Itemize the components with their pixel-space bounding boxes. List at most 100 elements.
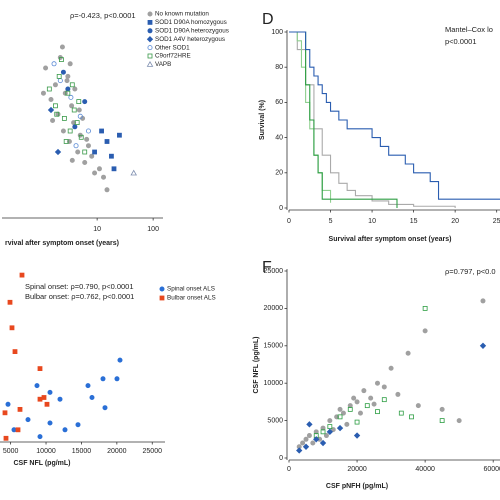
x-axis-label: CSF NFL (pg/mL) — [13, 460, 70, 467]
marker — [327, 424, 333, 429]
marker — [60, 128, 66, 134]
x-tick-label: 0 — [287, 466, 291, 473]
x-tick-label: 15000 — [72, 448, 92, 455]
marker — [375, 409, 380, 415]
marker — [409, 414, 414, 420]
marker — [479, 342, 487, 349]
x-tick-label: 25000 — [143, 448, 163, 455]
marker — [310, 440, 316, 446]
marker — [398, 410, 404, 416]
y-axis-label: Survival (%) — [259, 100, 266, 140]
marker — [57, 396, 63, 402]
marker — [63, 139, 69, 144]
legend-marker — [146, 36, 154, 43]
marker — [65, 86, 71, 92]
marker — [73, 143, 79, 149]
marker — [75, 149, 81, 155]
marker — [415, 403, 421, 409]
marker — [456, 418, 462, 424]
marker — [69, 103, 75, 109]
legend-label: Other SOD1 — [155, 44, 190, 51]
marker — [40, 90, 46, 96]
marker — [76, 99, 82, 104]
x-axis-label: rvival after symptom onset (years) — [5, 240, 119, 247]
y-tick-label: 25000 — [264, 268, 284, 275]
marker — [117, 132, 122, 138]
marker — [53, 103, 58, 109]
marker — [347, 406, 353, 412]
marker — [54, 111, 60, 117]
marker — [381, 384, 387, 390]
panel-letter: F — [262, 259, 272, 276]
marker — [117, 357, 123, 363]
marker — [354, 419, 360, 425]
marker — [78, 134, 84, 140]
annotation: Bulbar onset: ρ=0.762, p<0.0001 — [25, 292, 134, 301]
marker — [74, 120, 80, 125]
marker — [37, 366, 43, 372]
marker — [340, 410, 346, 416]
marker — [337, 406, 343, 412]
annotation: Mantel–Cox lo — [445, 25, 493, 34]
marker — [109, 153, 114, 159]
x-tick-label: 5000 — [3, 448, 19, 455]
marker — [300, 440, 306, 446]
marker — [104, 187, 110, 193]
marker — [64, 78, 70, 84]
marker — [5, 401, 11, 407]
legend-marker — [146, 60, 154, 67]
marker — [3, 435, 9, 441]
marker — [71, 107, 77, 113]
marker — [62, 90, 68, 96]
marker — [67, 61, 73, 67]
marker — [374, 380, 380, 386]
marker — [337, 414, 343, 420]
marker — [85, 128, 91, 134]
marker — [82, 149, 88, 155]
legend-label: SOD1 D90A homozygous — [155, 19, 227, 26]
marker — [65, 90, 71, 96]
marker — [17, 406, 23, 412]
x-tick-label: 10000 — [36, 448, 56, 455]
marker — [48, 97, 54, 103]
marker — [76, 107, 82, 113]
annotation: Spinal onset: ρ=0.790, p<0.0001 — [25, 282, 134, 291]
marker — [357, 410, 363, 416]
marker — [89, 153, 95, 159]
marker — [92, 149, 97, 155]
marker — [353, 432, 361, 439]
marker — [92, 170, 98, 176]
marker — [361, 388, 367, 394]
marker — [336, 424, 344, 432]
y-tick-label: 0 — [279, 205, 283, 212]
marker — [302, 443, 310, 450]
x-axis-label: CSF pNFH (pg/mL) — [326, 483, 388, 490]
marker — [102, 405, 108, 411]
marker — [52, 82, 58, 88]
y-tick-label: 0 — [279, 455, 283, 462]
marker — [99, 128, 104, 134]
legend-marker — [147, 19, 153, 25]
marker — [320, 429, 326, 435]
y-tick-label: 100 — [271, 29, 283, 36]
marker — [381, 397, 387, 403]
annotation: ρ=0.797, p<0.0 — [445, 267, 496, 276]
marker — [319, 439, 327, 447]
marker — [67, 128, 73, 134]
marker — [9, 325, 15, 331]
legend-marker — [147, 11, 153, 17]
marker — [15, 427, 21, 433]
legend-label: SOD1 D90A heterozygous — [155, 27, 229, 34]
marker — [11, 427, 17, 433]
marker — [37, 434, 43, 440]
marker — [296, 447, 303, 454]
marker — [12, 349, 18, 355]
marker — [354, 399, 360, 405]
marker — [51, 61, 57, 67]
marker — [82, 99, 88, 105]
marker — [96, 166, 102, 172]
marker — [364, 403, 370, 409]
marker — [2, 410, 8, 416]
